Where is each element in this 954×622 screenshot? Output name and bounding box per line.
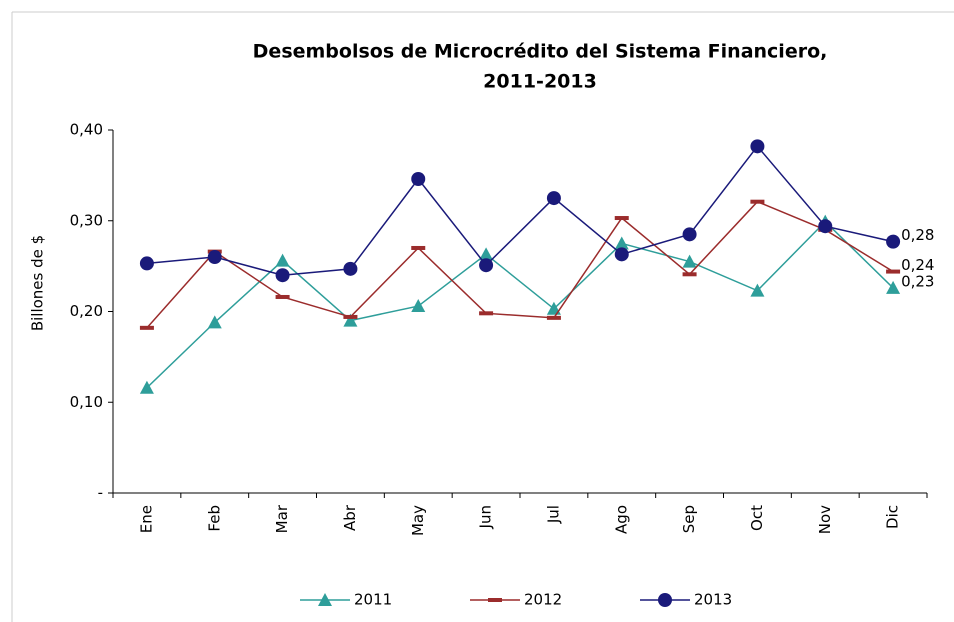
marker-circle: [479, 258, 494, 273]
y-tick-label: 0,10: [70, 393, 103, 411]
data-label: 0,24: [901, 256, 934, 274]
marker-dash: [343, 314, 358, 319]
legend-marker: [658, 593, 672, 607]
x-tick-label: May: [409, 505, 427, 536]
marker-dash: [682, 272, 697, 277]
legend-label: 2013: [694, 591, 732, 609]
data-label: 0,28: [901, 226, 934, 244]
x-tick-label: Dic: [884, 505, 902, 529]
marker-circle: [886, 234, 901, 249]
x-tick-label: Ene: [137, 505, 155, 533]
y-tick-label: -: [98, 484, 103, 502]
marker-triangle: [207, 315, 222, 329]
y-tick-label: 0,30: [70, 211, 103, 229]
marker-circle: [750, 139, 765, 154]
marker-dash: [546, 315, 561, 320]
legend-label: 2011: [354, 591, 392, 609]
marker-circle: [614, 247, 629, 262]
marker-circle: [411, 172, 426, 187]
y-tick-label: 0,40: [70, 121, 103, 139]
marker-circle: [818, 219, 833, 234]
x-tick-label: Nov: [816, 505, 834, 534]
marker-dash: [479, 311, 494, 316]
marker-circle: [343, 261, 358, 276]
marker-circle: [682, 227, 697, 242]
legend-label: 2012: [524, 591, 562, 609]
legend-marker: [318, 593, 332, 606]
series-line: [146, 220, 894, 389]
marker-dash: [750, 199, 765, 204]
marker-dash: [614, 216, 629, 221]
marker-circle: [139, 256, 154, 271]
marker-dash: [411, 245, 426, 250]
marker-triangle: [275, 253, 290, 267]
marker-circle: [546, 191, 561, 206]
marker-triangle: [614, 236, 629, 250]
x-tick-label: Ago: [612, 505, 630, 534]
marker-triangle: [139, 380, 154, 394]
marker-dash: [139, 325, 154, 330]
marker-dash: [275, 294, 290, 299]
chart-title: 2011-2013: [483, 71, 597, 93]
x-tick-label: Mar: [273, 504, 291, 533]
marker-triangle: [750, 283, 765, 297]
x-tick-label: Feb: [205, 505, 223, 532]
chart-title: Desembolsos de Microcrédito del Sistema …: [253, 41, 828, 63]
marker-triangle: [343, 313, 358, 327]
marker-triangle: [886, 280, 901, 294]
data-label: 0,23: [901, 272, 934, 290]
x-tick-label: Jul: [544, 505, 562, 524]
marker-dash: [886, 269, 901, 274]
y-axis-label: Billones de $: [29, 235, 47, 331]
marker-circle: [207, 250, 222, 265]
x-tick-label: Sep: [680, 505, 698, 533]
y-tick-label: 0,20: [70, 302, 103, 320]
marker-circle: [275, 268, 290, 283]
x-tick-label: Jun: [477, 505, 495, 529]
marker-triangle: [411, 299, 426, 313]
legend-marker: [488, 598, 502, 602]
marker-triangle: [682, 254, 697, 268]
marker-triangle: [479, 247, 494, 261]
x-tick-label: Abr: [341, 504, 359, 531]
x-tick-label: Oct: [748, 505, 766, 531]
series-line: [146, 145, 894, 276]
series-line: [146, 200, 894, 329]
